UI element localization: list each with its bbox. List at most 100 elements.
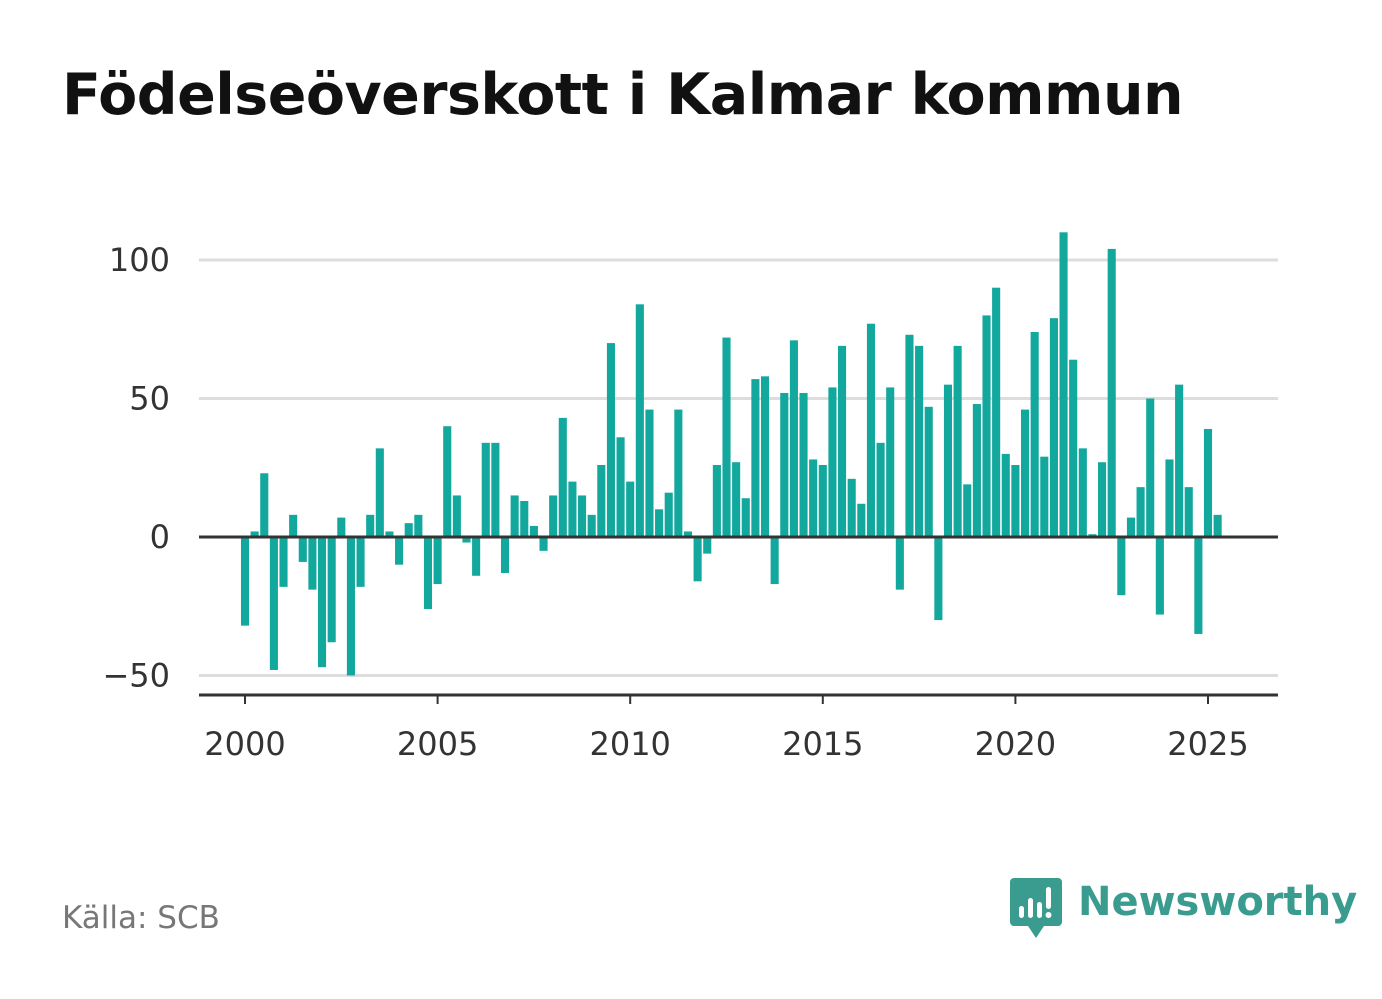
y-tick-label: 0 — [150, 518, 170, 556]
bar — [1194, 537, 1203, 634]
bar — [1155, 537, 1164, 615]
bar — [857, 503, 866, 537]
x-tick-label: 2000 — [204, 725, 285, 763]
bar — [751, 379, 760, 537]
bar — [943, 384, 953, 537]
bar — [1069, 359, 1078, 537]
bar — [549, 495, 558, 537]
bar — [472, 537, 481, 576]
bar — [433, 537, 442, 585]
bar — [568, 481, 577, 537]
bar — [346, 537, 355, 676]
bar — [491, 442, 500, 537]
bar-series — [240, 232, 1222, 676]
bar — [1126, 517, 1136, 537]
bar — [799, 392, 808, 537]
bar — [1117, 537, 1126, 596]
bar — [1001, 453, 1010, 537]
x-tick-label: 2025 — [1167, 725, 1248, 763]
bar — [655, 509, 664, 537]
x-tick-label: 2010 — [589, 725, 670, 763]
bar — [847, 478, 856, 537]
bar — [529, 525, 538, 537]
bar — [905, 334, 914, 537]
bar — [558, 417, 567, 537]
bar — [606, 343, 615, 537]
bar — [1184, 487, 1193, 537]
bar — [866, 323, 875, 537]
bar — [1146, 398, 1155, 537]
bar — [1011, 464, 1020, 537]
bar — [683, 531, 693, 537]
bar — [240, 537, 250, 626]
bar — [789, 340, 798, 537]
bar — [915, 345, 924, 537]
bar — [414, 514, 423, 537]
bar — [452, 495, 461, 537]
x-tick-label: 2020 — [975, 725, 1056, 763]
bar — [395, 537, 404, 565]
bar — [982, 315, 991, 537]
bar — [539, 537, 548, 551]
bar — [260, 473, 269, 537]
grid-lines — [199, 258, 1278, 677]
bar — [924, 406, 933, 537]
bar — [298, 537, 307, 562]
bar — [780, 392, 789, 537]
y-tick-label: 100 — [109, 241, 170, 279]
bar — [1107, 248, 1116, 538]
bar — [741, 498, 750, 537]
bar — [693, 537, 702, 582]
bar — [308, 537, 317, 590]
bar — [876, 442, 885, 537]
bar — [481, 442, 490, 537]
bar — [356, 537, 365, 587]
bar — [828, 387, 837, 537]
bar — [635, 304, 644, 537]
bar — [366, 514, 375, 537]
bar — [462, 537, 471, 543]
bar — [520, 500, 529, 537]
bar — [510, 495, 519, 537]
bar — [953, 345, 962, 537]
bar — [616, 437, 625, 537]
bar — [645, 409, 654, 537]
bar — [1203, 428, 1213, 537]
y-tick-label: −50 — [102, 657, 170, 695]
bar — [674, 409, 683, 537]
bar — [1136, 487, 1145, 537]
bar — [318, 537, 327, 668]
bar — [1098, 462, 1107, 537]
bar — [375, 448, 384, 537]
bar — [934, 537, 943, 621]
bar — [838, 345, 847, 537]
bar — [1059, 232, 1068, 538]
x-tick-label: 2015 — [782, 725, 863, 763]
bar — [289, 514, 298, 537]
bar — [1078, 448, 1087, 537]
bar — [770, 537, 779, 585]
bar — [703, 537, 712, 554]
bar — [818, 464, 827, 537]
bar — [279, 537, 288, 587]
bar — [597, 464, 606, 537]
bar — [423, 537, 433, 610]
bar — [972, 404, 981, 537]
bar — [250, 531, 259, 537]
y-tick-label: 50 — [129, 380, 170, 418]
chart-title: Födelseöverskott i Kalmar kommun — [62, 62, 1184, 128]
bar — [578, 495, 587, 537]
bar — [664, 492, 673, 537]
bar — [443, 426, 452, 537]
bar — [269, 537, 278, 670]
bar — [732, 462, 741, 537]
bar — [992, 287, 1001, 537]
bar — [809, 459, 818, 537]
source-note: Källa: SCB — [62, 900, 220, 936]
bar — [500, 537, 510, 574]
brand-logo[interactable]: Newsworthy — [1010, 878, 1357, 942]
bar — [886, 387, 895, 537]
bar — [587, 514, 596, 537]
bar — [327, 537, 336, 643]
